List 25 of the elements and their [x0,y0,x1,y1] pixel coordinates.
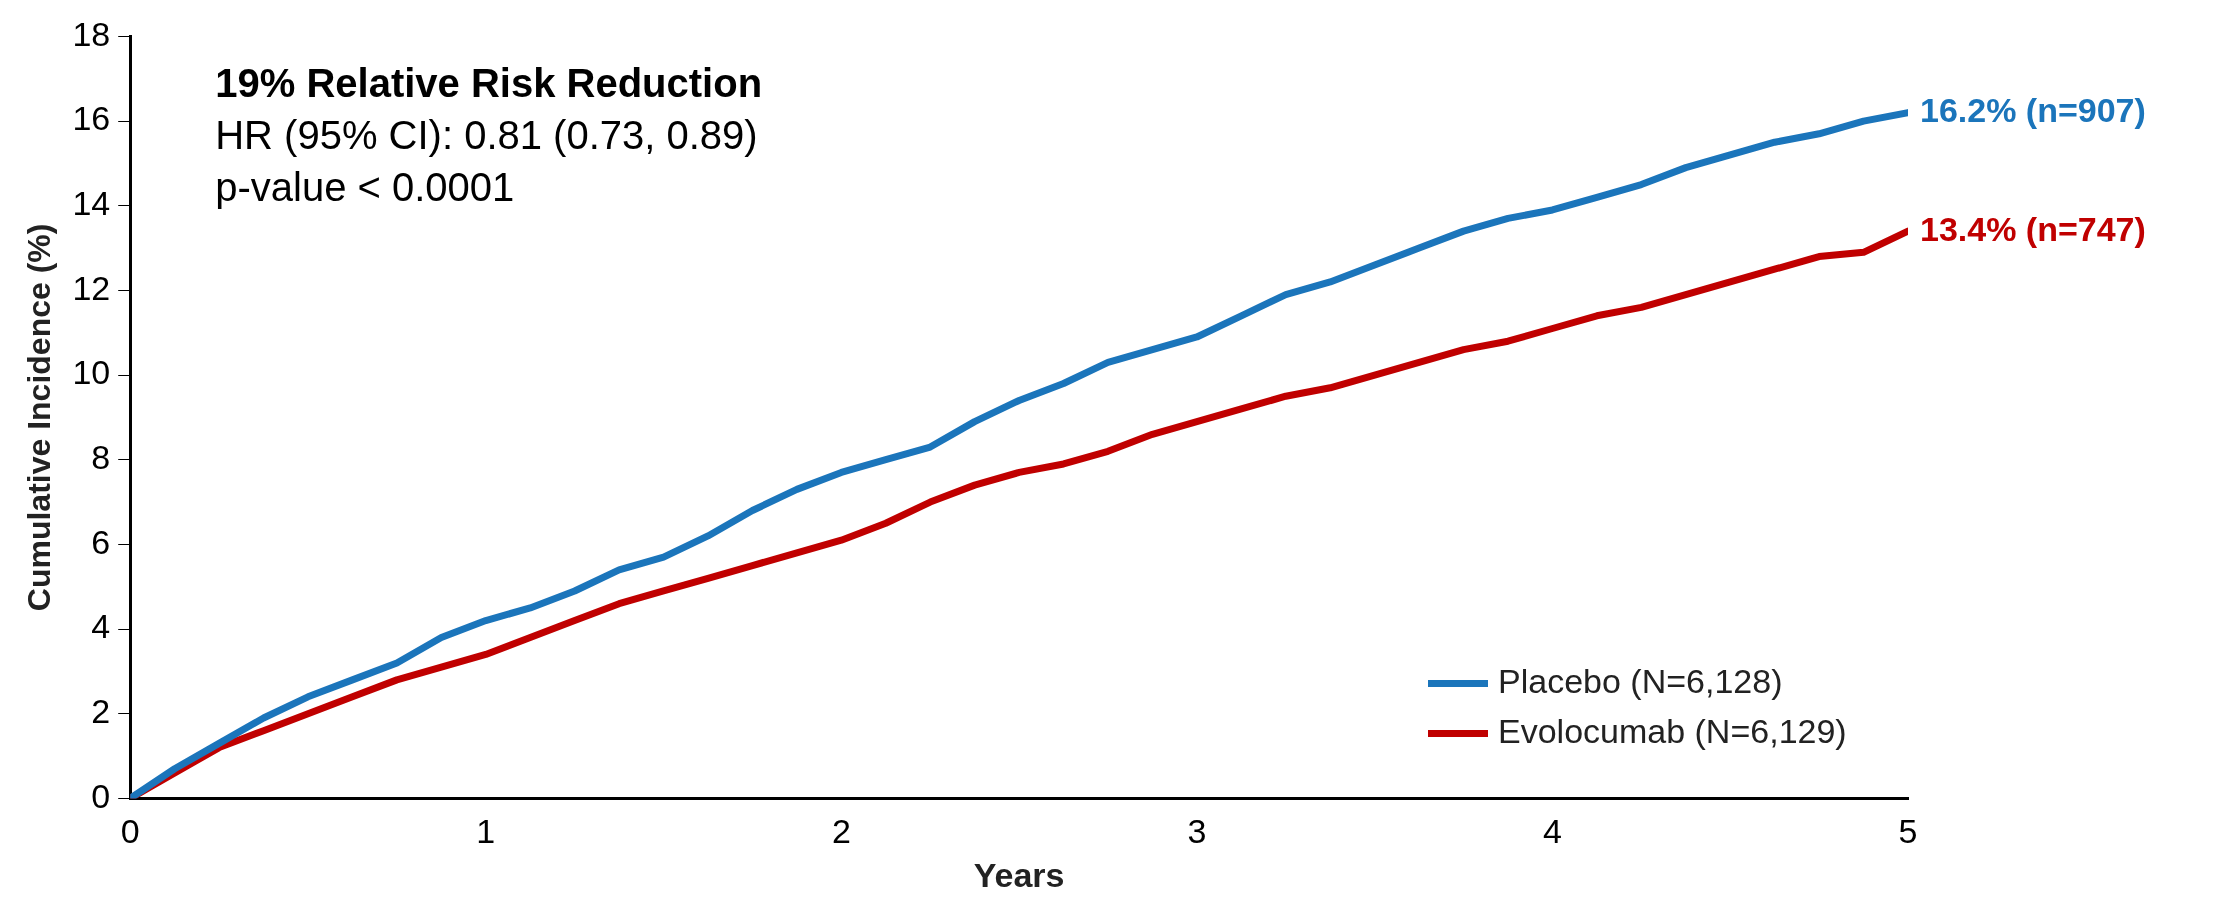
annotation: 13.4% (n=747) [1920,209,2146,248]
y-tick-label: 16 [72,99,111,138]
annotation: 19% Relative Risk Reduction [215,61,763,106]
y-tick-label: 0 [91,776,111,815]
x-tick-label: 2 [831,812,851,851]
annotation: 16.2% (n=907) [1920,90,2146,129]
y-tick-label: 6 [91,522,111,561]
y-tick-label: 2 [91,692,111,731]
legend-label: Evolocumab (N=6,129) [1498,711,1847,750]
x-tick-label: 3 [1187,812,1207,851]
x-tick-label: 5 [1898,812,1918,851]
annotation: p-value < 0.0001 [215,165,515,210]
y-axis-title: Cumulative Incidence (%) [21,223,58,612]
y-tick-label: 8 [91,438,111,477]
x-tick-label: 1 [476,812,496,851]
annotation: HR (95% CI): 0.81 (0.73, 0.89) [215,113,758,158]
legend-label: Placebo (N=6,128) [1498,661,1783,700]
y-tick-label: 14 [72,184,111,223]
x-axis-title: Years [973,855,1065,894]
y-tick-label: 10 [72,353,111,392]
y-tick-label: 18 [72,14,111,53]
x-tick-label: 4 [1542,812,1562,851]
x-tick-label: 0 [120,812,140,851]
y-tick-label: 12 [72,268,111,307]
y-tick-label: 4 [91,607,111,646]
